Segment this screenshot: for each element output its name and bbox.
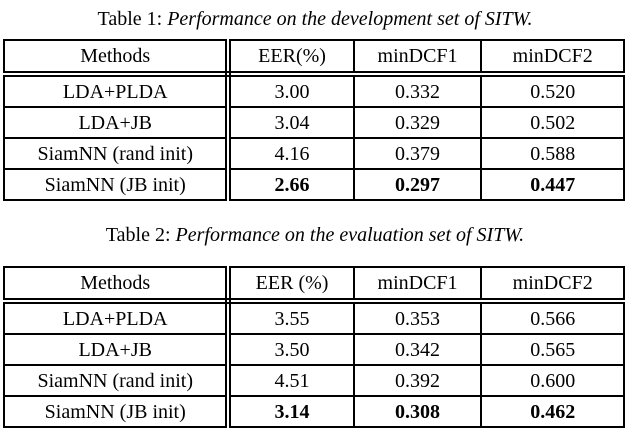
method-cell: SiamNN (rand init) [2,137,232,170]
table-row: SiamNN (rand init) 4.16 0.379 0.588 [2,137,625,170]
table-row: LDA+PLDA 3.00 0.332 0.520 [2,73,625,108]
table-2-caption: Table 2: Performance on the evaluation s… [0,223,630,247]
method-cell: LDA+PLDA [2,300,232,335]
header-row: Methods EER(%) minDCF1 minDCF2 [2,39,625,77]
table-row: SiamNN (rand init) 4.51 0.392 0.600 [2,364,625,397]
method-cell: SiamNN (rand init) [2,364,232,397]
eer-cell: 2.66 [227,168,355,201]
column-header-methods: Methods [2,266,232,304]
header-row: Methods EER (%) minDCF1 minDCF2 [2,266,625,304]
mindcf2-cell: 0.565 [480,333,625,366]
table-1-caption: Table 1: Performance on the development … [0,0,630,31]
method-cell: SiamNN (JB init) [2,395,232,428]
mindcf2-cell: 0.600 [480,364,625,397]
column-header-mindcf2: minDCF2 [480,266,625,304]
eer-cell: 4.16 [227,137,355,170]
eer-cell: 3.50 [227,333,355,366]
column-header-mindcf1: minDCF1 [352,266,483,304]
column-header-mindcf2: minDCF2 [480,39,625,77]
mindcf2-cell: 0.566 [480,300,625,335]
eer-cell: 4.51 [227,364,355,397]
table-2-caption-label: Table 2: [105,224,171,246]
method-cell: SiamNN (JB init) [2,168,232,201]
method-cell: LDA+JB [2,106,232,139]
mindcf2-cell: 0.462 [480,395,625,428]
mindcf1-cell: 0.342 [352,333,483,366]
mindcf2-cell: 0.588 [480,137,625,170]
mindcf1-cell: 0.297 [352,168,483,201]
mindcf1-cell: 0.308 [352,395,483,428]
table-row: LDA+JB 3.04 0.329 0.502 [2,106,625,139]
column-header-mindcf1: minDCF1 [352,39,483,77]
column-header-methods: Methods [2,39,232,77]
eer-cell: 3.04 [227,106,355,139]
table-row-best: SiamNN (JB init) 2.66 0.297 0.447 [2,168,625,201]
table-row: LDA+JB 3.50 0.342 0.565 [2,333,625,366]
mindcf2-cell: 0.520 [480,73,625,108]
method-cell: LDA+JB [2,333,232,366]
table-row: LDA+PLDA 3.55 0.353 0.566 [2,300,625,335]
mindcf1-cell: 0.379 [352,137,483,170]
mindcf1-cell: 0.332 [352,73,483,108]
eer-cell: 3.14 [227,395,355,428]
mindcf1-cell: 0.353 [352,300,483,335]
table-1-caption-label: Table 1: [97,8,163,30]
column-header-eer: EER (%) [227,266,355,304]
eer-cell: 3.00 [227,73,355,108]
table-1-caption-text: Performance on the development set of SI… [167,8,533,30]
table-2-caption-text: Performance on the evaluation set of SIT… [175,224,525,246]
mindcf2-cell: 0.447 [480,168,625,201]
table-row-best: SiamNN (JB init) 3.14 0.308 0.462 [2,395,625,428]
mindcf1-cell: 0.392 [352,364,483,397]
eer-cell: 3.55 [227,300,355,335]
mindcf1-cell: 0.329 [352,106,483,139]
column-header-eer: EER(%) [227,39,355,77]
table-development-set: Methods EER(%) minDCF1 minDCF2 LDA+PLDA … [2,39,625,201]
table-evaluation-set: Methods EER (%) minDCF1 minDCF2 LDA+PLDA… [2,266,625,428]
method-cell: LDA+PLDA [2,73,232,108]
mindcf2-cell: 0.502 [480,106,625,139]
